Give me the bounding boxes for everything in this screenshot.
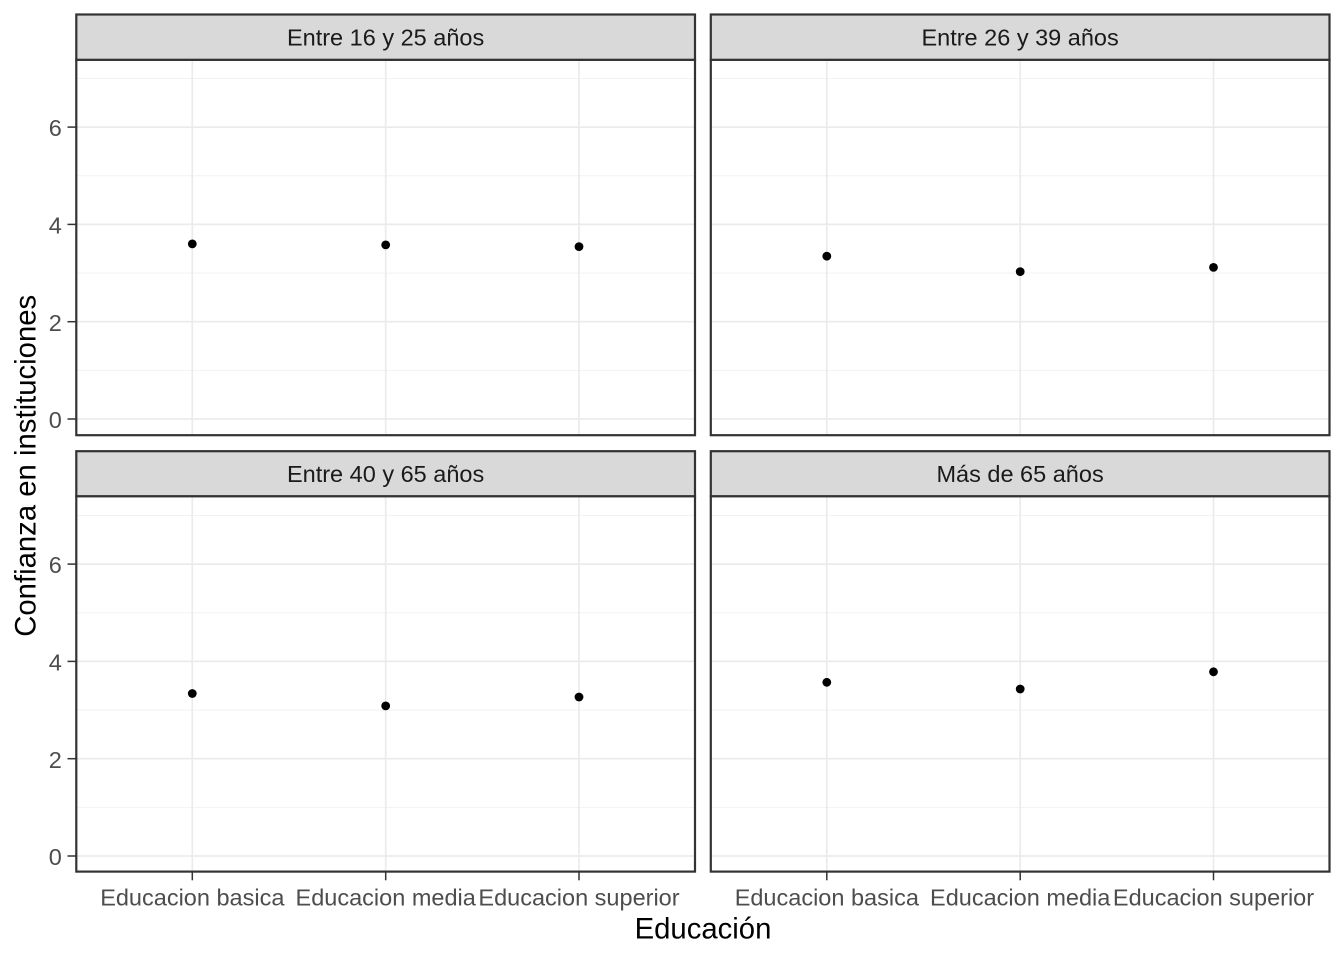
svg-text:2: 2 [49, 747, 62, 773]
svg-text:Más de 65 años: Más de 65 años [936, 461, 1103, 487]
svg-text:Educación: Educación [635, 913, 772, 946]
svg-text:Educacion media: Educacion media [930, 885, 1111, 911]
svg-text:0: 0 [49, 844, 62, 870]
svg-text:Educacion superior: Educacion superior [478, 885, 679, 911]
svg-text:Educacion basica: Educacion basica [100, 885, 285, 911]
svg-text:Educacion superior: Educacion superior [1113, 885, 1314, 911]
svg-text:Confianza en instituciones: Confianza en instituciones [10, 295, 43, 637]
svg-text:Educacion basica: Educacion basica [735, 885, 920, 911]
svg-text:4: 4 [49, 650, 62, 676]
svg-text:2: 2 [49, 310, 62, 336]
svg-text:0: 0 [49, 407, 62, 433]
svg-text:6: 6 [49, 552, 62, 578]
svg-text:6: 6 [49, 115, 62, 141]
svg-text:Entre 26 y 39 años: Entre 26 y 39 años [921, 25, 1118, 51]
svg-text:4: 4 [49, 213, 62, 239]
svg-text:Entre 40 y 65 años: Entre 40 y 65 años [287, 461, 484, 487]
svg-text:Educacion media: Educacion media [296, 885, 477, 911]
svg-text:Entre 16 y 25 años: Entre 16 y 25 años [287, 25, 484, 51]
